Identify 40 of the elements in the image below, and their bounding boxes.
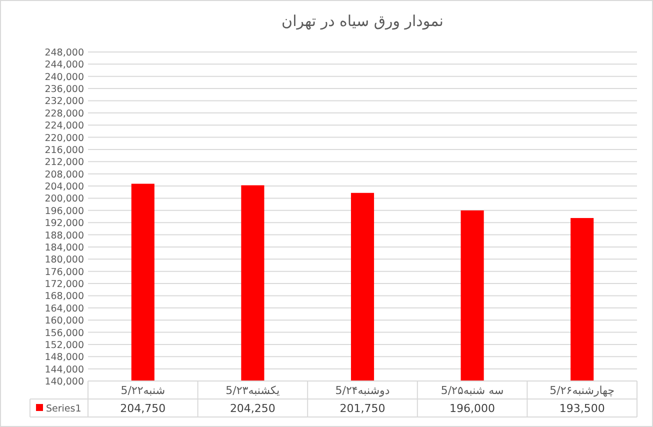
data-label: 204,750 <box>120 402 166 415</box>
y-tick-label: 148,000 <box>44 352 84 364</box>
chart-title: نمودار ورق سیاه در تهران <box>282 12 444 30</box>
y-tick-label: 192,000 <box>44 218 84 230</box>
y-tick-label: 212,000 <box>44 157 84 168</box>
y-tick-label: 172,000 <box>44 279 84 290</box>
y-tick-label: 204,000 <box>44 182 84 193</box>
y-tick-label: 176,000 <box>44 266 84 278</box>
x-tick-label: سه شنبه5/۲۵ <box>440 384 504 397</box>
y-tick-label: 240,000 <box>44 72 84 83</box>
data-label: 193,500 <box>559 402 605 415</box>
y-tick-label: 188,000 <box>44 230 84 242</box>
y-tick-label: 208,000 <box>44 169 84 180</box>
y-tick-label: 228,000 <box>44 108 84 120</box>
y-tick-label: 180,000 <box>44 254 84 266</box>
y-tick-label: 144,000 <box>44 364 84 376</box>
x-tick-label: شنبه5/۲۲ <box>120 384 166 397</box>
x-tick-label: دوشنبه5/۲۴ <box>335 384 390 397</box>
legend-label: Series1 <box>46 404 82 414</box>
data-label: 201,750 <box>340 402 386 415</box>
y-tick-label: 244,000 <box>44 60 84 71</box>
y-tick-label: 160,000 <box>44 316 84 327</box>
y-tick-label: 184,000 <box>44 242 84 254</box>
y-tick-label: 164,000 <box>44 303 84 314</box>
y-tick-label: 248,000 <box>44 48 84 58</box>
y-tick-label: 156,000 <box>44 328 84 339</box>
y-tick-label: 196,000 <box>44 206 84 217</box>
y-tick-label: 140,000 <box>44 376 84 388</box>
y-tick-label: 220,000 <box>44 132 84 144</box>
y-tick-label: 168,000 <box>44 291 84 302</box>
y-tick-label: 216,000 <box>44 144 84 156</box>
x-tick-label: چهارشنبه5/۲۶ <box>550 384 615 397</box>
x-tick-label: یکشنبه5/۲۳ <box>226 384 280 397</box>
y-tick-label: 224,000 <box>44 120 84 132</box>
y-tick-label: 232,000 <box>44 96 84 108</box>
data-label: 196,000 <box>450 402 496 415</box>
y-tick-label: 236,000 <box>44 84 84 96</box>
y-tick-label: 200,000 <box>44 194 84 205</box>
data-label: 204,250 <box>230 402 276 415</box>
y-tick-label: 152,000 <box>44 340 84 351</box>
